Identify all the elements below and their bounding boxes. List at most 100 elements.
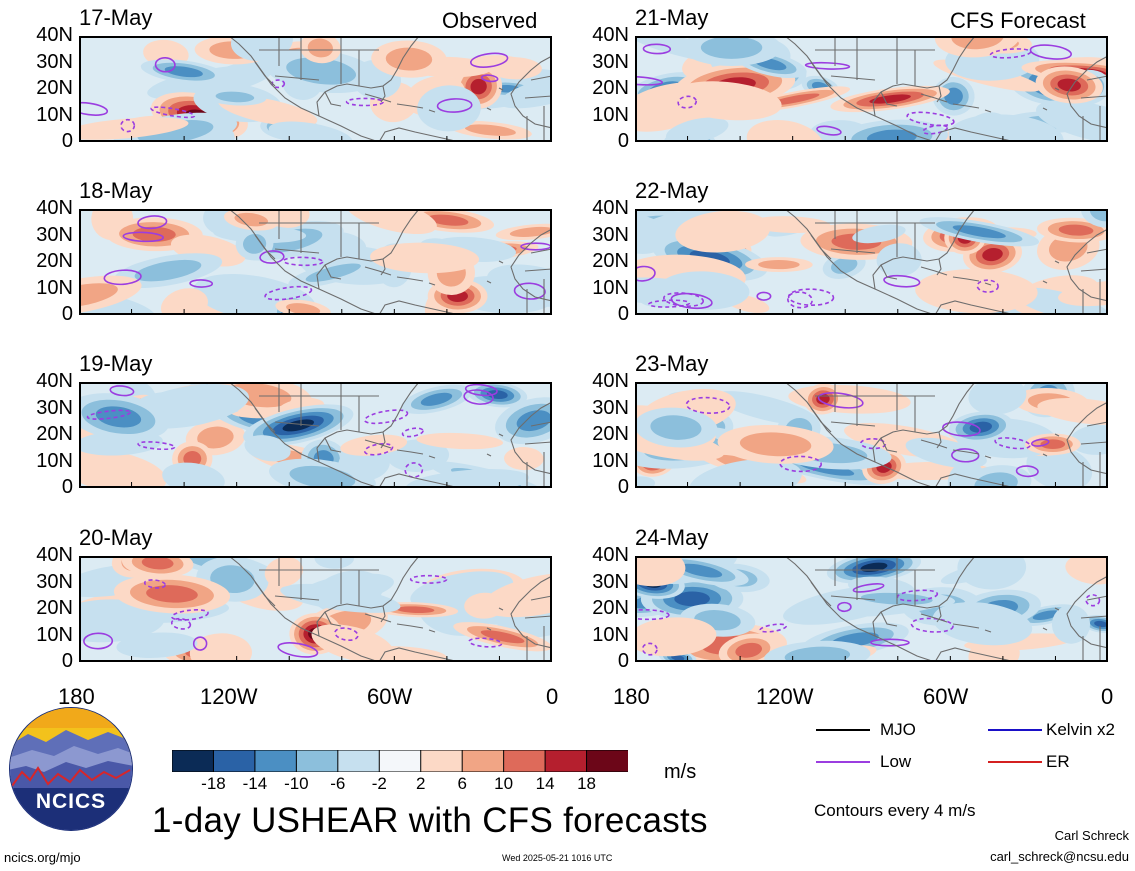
shear-anomaly-shading [1058,280,1108,307]
low-filter-contour [137,215,168,230]
shear-anomaly-shading [286,57,357,85]
low-filter-contour [804,61,851,70]
colorbar-tick-label: 10 [494,774,514,793]
panel-date-label: 22-May [635,178,709,203]
shear-anomaly-shading [1036,100,1108,142]
shear-anomaly-shading [420,392,453,406]
colorbar-swatch [172,750,215,772]
low-filter-contour [906,111,955,127]
shear-map-panel [79,36,552,142]
colorbar-tick-label: 18 [577,774,596,793]
coastline-segment [1042,107,1048,111]
low-filter-contour [1015,465,1039,478]
low-filter-contour [83,632,114,650]
shear-anomaly-shading [932,602,1033,646]
y-tick-label: 0 [61,650,73,672]
shear-anomaly-shading [470,78,487,95]
coastline-segment [1066,401,1108,475]
shear-anomaly-shading [982,248,1003,262]
coastline-segment [1054,433,1060,437]
colorbar-swatch [254,750,298,772]
y-tick-label: 30N [592,571,629,593]
shear-map-panel [79,209,552,315]
panel-date-label: 18-May [79,178,153,203]
low-filter-contour [922,124,949,135]
shear-anomaly-shading [1058,224,1094,236]
coastline-segment [524,615,552,619]
shear-anomaly-shading [1032,610,1061,620]
y-tick-label: 20N [36,250,73,272]
coastline-segment [380,605,386,623]
shear-anomaly-shading [669,81,782,121]
shear-anomaly-shading [1089,209,1108,222]
shear-anomaly-shading [735,642,763,658]
low-filter-contour [951,448,980,463]
y-tick-label: 40N [36,197,73,219]
panel-date-label: 19-May [79,351,153,376]
coastline-segment [920,439,948,449]
coastline-segment [784,209,936,315]
observed-header: Observed [442,8,538,33]
shear-map-panel [635,556,1108,662]
coastline-segment [498,433,504,437]
shear-anomaly-shading [370,242,480,274]
y-tick-label: 0 [61,476,73,498]
panel-frame [635,556,1108,662]
coastline-segment [1066,228,1108,302]
panel-date-label: 21-May [635,5,709,30]
coastline-segment [1042,453,1048,457]
x-tick-right-60w: 60W [923,684,969,709]
low-filter-contour [779,455,823,473]
coastline-segment [274,75,320,81]
coastline-segment [254,581,276,607]
y-tick-label: 0 [617,130,629,152]
shear-anomaly-shading [758,260,800,270]
footer-email[interactable]: carl_schreck@ncsu.edu [990,849,1129,864]
low-filter-contour [635,608,670,621]
low-filter-contour [635,75,664,86]
legend-mjo: MJO [880,720,916,739]
coastline-segment [486,280,492,284]
y-tick-label: 10N [592,277,629,299]
coastline-segment [380,85,386,103]
y-tick-label: 10N [36,450,73,472]
colorbar-swatch [503,750,547,772]
shear-anomaly-shading [516,410,552,432]
coastline-segment [396,623,424,629]
low-filter-contour [436,98,473,113]
y-tick-label: 10N [592,450,629,472]
low-filter-contour [464,383,498,397]
coastline-segment [984,282,992,286]
coastline-segment [830,75,876,81]
low-filter-contour [635,265,656,282]
shear-anomaly-shading [504,447,544,471]
shear-anomaly-shading [1037,398,1108,425]
shear-anomaly-shading [1026,445,1093,488]
footer-url[interactable]: ncics.org/mjo [4,850,81,865]
shear-anomaly-shading [1065,556,1108,585]
low-filter-contour [170,617,192,630]
shear-anomaly-shading [464,592,505,619]
coastline-segment [1066,575,1108,649]
low-filter-contour [480,74,499,83]
colorbar-tick-label: 14 [535,774,555,793]
shear-anomaly-shading [242,233,267,254]
y-tick-label: 30N [592,397,629,419]
shear-anomaly-shading [116,632,198,659]
shear-anomaly-shading [314,556,355,569]
low-filter-contour [271,79,286,89]
coastline-segment [1080,441,1108,445]
y-tick-label: 20N [36,597,73,619]
coastline-segment [880,437,898,453]
coastline-segment [530,595,552,601]
low-filter-contour [122,231,164,243]
y-tick-label: 40N [592,370,629,392]
coastline-segment [1080,268,1108,272]
shear-anomaly-shading [197,426,234,449]
y-tick-label: 30N [36,224,73,246]
shear-anomaly-shading [345,209,437,235]
coastlines [784,209,1108,315]
panel-frame [635,36,1108,142]
y-tick-label: 10N [36,104,73,126]
low-filter-contour [870,638,910,647]
